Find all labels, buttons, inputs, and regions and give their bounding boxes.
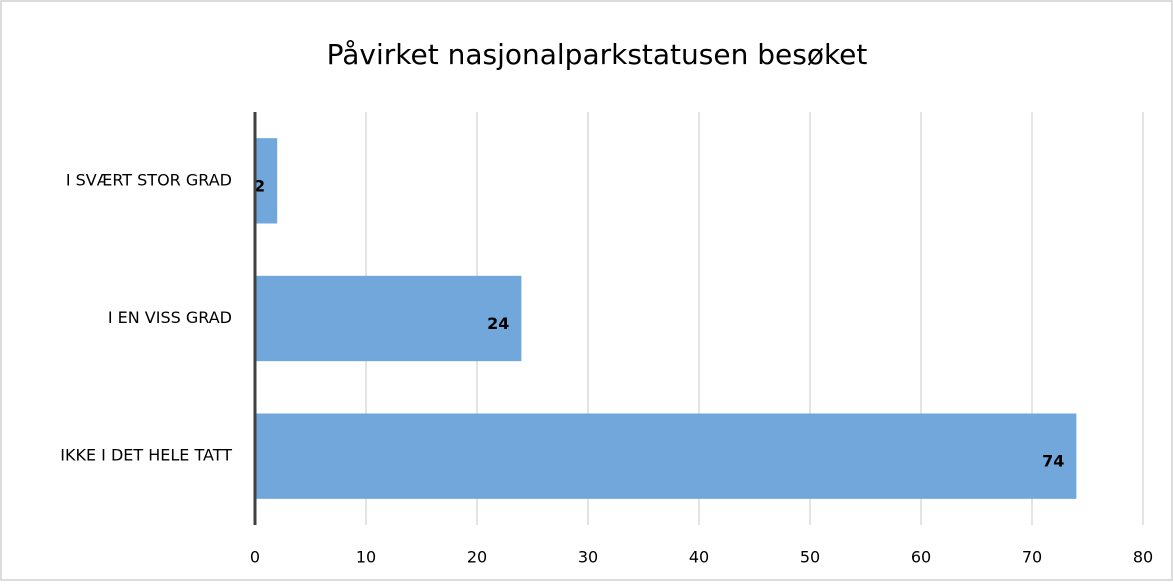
y-tick-label: IKKE I DET HELE TATT <box>60 446 232 465</box>
data-label: 24 <box>487 314 509 333</box>
bar <box>255 275 522 362</box>
y-tick-label: I EN VISS GRAD <box>108 308 232 327</box>
x-tick-label: 10 <box>356 548 376 567</box>
x-tick-label: 50 <box>800 548 820 567</box>
data-label: 2 <box>254 176 265 195</box>
bar <box>255 413 1077 499</box>
chart-title: Påvirket nasjonalparkstatusen besøket <box>327 38 868 71</box>
x-tick-label: 80 <box>1133 548 1153 567</box>
x-tick-label: 20 <box>467 548 487 567</box>
x-tick-label: 60 <box>911 548 931 567</box>
x-tick-label: 30 <box>578 548 598 567</box>
y-tick-label: I SVÆRT STOR GRAD <box>66 170 232 189</box>
bar <box>255 138 278 224</box>
x-tick-label: 40 <box>689 548 709 567</box>
data-label: 74 <box>1042 452 1064 471</box>
x-tick-label: 70 <box>1022 548 1042 567</box>
x-tick-label: 0 <box>250 548 260 567</box>
